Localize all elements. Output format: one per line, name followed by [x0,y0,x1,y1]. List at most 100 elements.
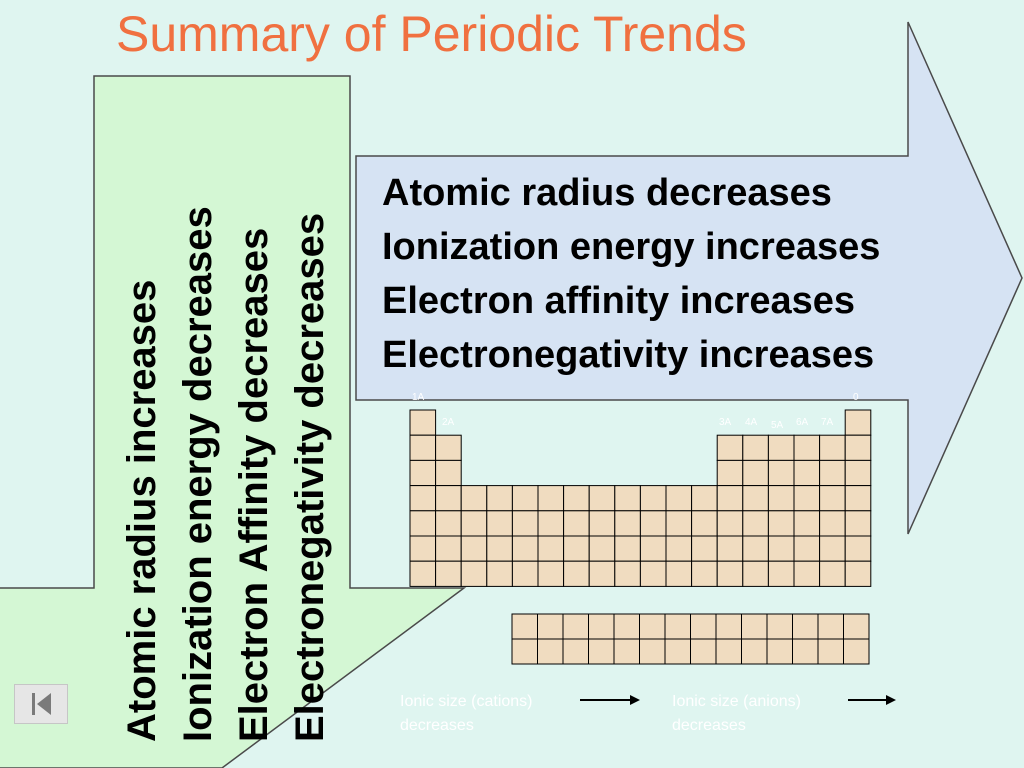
element-cell [819,510,846,537]
f-block-cell [537,613,564,640]
element-cell [409,535,437,562]
element-cell [665,485,693,512]
f-block-cell [766,638,793,665]
note-anions-line-1: Ionic size (anions) [672,693,801,710]
element-cell [409,409,437,436]
f-block-cell [766,613,793,640]
element-cell [537,485,565,512]
group-label-6a: 6A [796,417,809,428]
right-arrow [355,21,1023,535]
right-arrow-text: Atomic radius decreases Ionization energ… [382,166,880,382]
f-block-cell [639,613,666,640]
f-block-cell [664,638,691,665]
element-cell [460,510,488,537]
f-block-cell [792,638,819,665]
element-cell [844,409,872,436]
element-cell [639,485,667,512]
element-cell [639,560,667,587]
down-arrow-line-4: Electronegativity decreases [288,212,332,742]
element-cell [742,535,769,562]
element-cell [486,535,513,562]
arrow-anions [848,695,896,705]
down-arrow-line-1: Atomic radius increases [120,279,164,742]
element-cell [409,459,437,487]
element-cell [563,560,590,587]
element-cell [844,560,872,587]
element-cell [742,485,769,512]
element-cell [742,510,769,537]
element-cell [844,485,872,512]
element-cell [435,535,462,562]
element-cell [614,560,641,587]
element-cell [435,434,462,461]
first-slide-icon [32,693,51,715]
f-block-cell [817,638,844,665]
note-cations-line-1: Ionic size (cations) [400,693,533,710]
right-arrow-line-3: Electron affinity increases [382,280,856,322]
element-cell [767,434,795,461]
element-cell [511,510,539,537]
element-cell [409,510,437,537]
element-cell [691,535,718,562]
f-block-cell [537,638,564,665]
element-cell [793,485,821,512]
element-cell [716,560,744,587]
slide-title: Summary of Periodic Trends [116,6,747,62]
element-cell [691,485,718,512]
element-cell [767,535,795,562]
f-block-cell [613,638,640,665]
element-cell [793,459,821,487]
element-cell [665,510,693,537]
f-block-cell [741,613,768,640]
element-cell [537,560,565,587]
first-slide-button[interactable] [14,684,68,724]
element-cell [588,535,616,562]
element-cell [819,459,846,487]
note-cations-line-2: decreases [400,717,474,734]
f-block-cell [639,638,666,665]
element-cell [716,434,744,461]
group-label-0: 0 [853,392,859,403]
element-cell [588,510,616,537]
f-block-cell [562,613,589,640]
group-label-2a: 2A [442,417,455,428]
element-cell [793,560,821,587]
group-label-1a: 1A [412,392,425,403]
f-block-cell [741,638,768,665]
f-block-cell [511,638,538,665]
element-cell [793,535,821,562]
f-block-cell [715,638,742,665]
element-cell [537,535,565,562]
element-cell [844,459,872,487]
note-anions: Ionic size (anions) decreases [672,690,801,738]
element-cell [435,485,462,512]
f-block-cell [715,613,742,640]
element-cell [486,560,513,587]
f-block-cell [817,613,844,640]
element-cell [767,485,795,512]
element-cell [460,535,488,562]
group-label-7a: 7A [821,417,834,428]
element-cell [819,485,846,512]
element-cell [486,510,513,537]
element-cell [844,510,872,537]
f-block-cell [690,613,717,640]
element-cell [844,535,872,562]
f-block-cell [792,613,819,640]
element-cell [537,510,565,537]
element-cell [614,510,641,537]
right-arrow-line-2: Ionization energy increases [382,226,881,268]
element-cell [767,459,795,487]
element-cell [793,510,821,537]
element-cell [844,434,872,461]
f-block-cell [664,613,691,640]
element-cell [614,485,641,512]
group-label-3a: 3A [719,417,732,428]
lanthanide-actinide-grid [511,613,870,665]
element-cell [409,485,437,512]
right-arrow-line-4: Electronegativity increases [382,334,875,376]
note-cations: Ionic size (cations) decreases [400,690,533,738]
element-cell [588,485,616,512]
element-cell [742,434,769,461]
element-cell [511,485,539,512]
